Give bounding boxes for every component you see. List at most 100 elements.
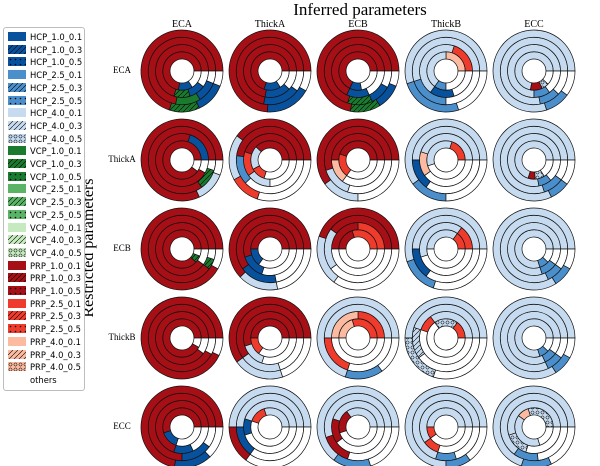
donut-slice: [455, 70, 488, 111]
legend-swatch: [8, 311, 26, 321]
legend-label: VCP_2.5_0.1: [30, 184, 82, 195]
legend-item: VCP_2.5_0.5: [8, 209, 84, 221]
legend-label: HCP_4.0_0.3: [30, 120, 83, 131]
donut-cell: [228, 385, 312, 466]
donut-slice: [204, 426, 224, 458]
legend-item: PRP_2.5_0.1: [8, 298, 84, 310]
legend-label: HCP_4.0_0.5: [30, 133, 83, 144]
donut-slice: [563, 248, 576, 270]
donut-cell: [404, 29, 488, 113]
legend-swatch: [8, 197, 26, 207]
legend-swatch: [8, 82, 26, 92]
donut-slice: [377, 337, 400, 372]
column-label: ECA: [172, 19, 192, 30]
legend-label: VCP_2.5_0.3: [30, 197, 82, 208]
legend-item: PRP_4.0_0.3: [8, 349, 84, 361]
legend-item: VCP_4.0_0.3: [8, 234, 84, 246]
donut-cell: [140, 118, 224, 202]
column-label: ECB: [348, 19, 368, 30]
legend-item: PRP_1.0_0.3: [8, 272, 84, 284]
legend-swatch: [8, 133, 26, 143]
legend-item: VCP_1.0_0.3: [8, 158, 84, 170]
donut-cell: [492, 29, 576, 113]
legend-label: HCP_4.0_0.1: [30, 108, 83, 119]
donut-cell: [404, 296, 488, 380]
donut-cell: [492, 296, 576, 380]
legend-item: HCP_2.5_0.1: [8, 69, 84, 81]
donut-cell: [316, 385, 400, 466]
legend-label: PRP_1.0_0.5: [30, 286, 81, 296]
donut-slice: [435, 451, 457, 462]
legend-item: VCP_1.0_0.5: [8, 171, 84, 183]
donut-slice: [367, 426, 400, 466]
donut-slice: [357, 159, 400, 202]
legend-swatch: [8, 336, 26, 346]
donut-slice: [245, 426, 312, 466]
donut-slice: [388, 70, 400, 87]
column-label: ThickB: [431, 19, 461, 30]
row-label: ECA: [113, 65, 131, 75]
legend-item: PRP_1.0_0.1: [8, 260, 84, 272]
legend-swatch: [8, 57, 26, 67]
legend-swatch: [8, 260, 26, 270]
legend-swatch: [8, 146, 26, 156]
legend-item: PRP_1.0_0.5: [8, 285, 84, 297]
legend-label: VCP_4.0_0.3: [30, 235, 82, 246]
legend-label: VCP_1.0_0.5: [30, 171, 82, 182]
legend-item: HCP_2.5_0.3: [8, 82, 84, 94]
donut-slice: [560, 70, 576, 96]
legend-swatch: [8, 108, 26, 118]
donut-slice: [212, 159, 224, 176]
donut-slice: [547, 426, 576, 465]
legend-label: PRP_2.5_0.3: [30, 311, 81, 322]
legend-swatch: [8, 362, 26, 372]
legend-item: HCP_2.5_0.5: [8, 95, 84, 107]
legend-label: PRP_1.0_0.3: [30, 273, 81, 284]
legend-item: PRP_2.5_0.3: [8, 310, 84, 322]
column-label: ThickA: [254, 19, 286, 30]
legend-item: others: [8, 374, 84, 386]
donut-slice: [445, 159, 488, 202]
legend-swatch: [8, 95, 26, 105]
legend-label: PRP_4.0_0.5: [30, 362, 81, 373]
legend-swatch: [8, 222, 26, 232]
legend-swatch: [8, 349, 26, 359]
donut-slice: [212, 337, 224, 356]
donut-cell: [228, 118, 312, 202]
row-label: ECB: [113, 243, 131, 253]
donut-cell: [140, 385, 224, 466]
legend-item: HCP_4.0_0.1: [8, 107, 84, 119]
donut-cell: [316, 296, 400, 380]
legend-label: HCP_1.0_0.5: [30, 57, 83, 68]
row-label: ThickA: [108, 154, 136, 164]
legend-label: VCP_1.0_0.1: [30, 146, 82, 157]
legend-item: HCP_4.0_0.5: [8, 133, 84, 145]
legend-item: VCP_4.0_0.1: [8, 222, 84, 234]
figure-title: Inferred parameters: [293, 0, 427, 19]
donut-cell: [316, 118, 400, 202]
legend-label: PRP_4.0_0.3: [30, 349, 81, 360]
donut-slice: [140, 385, 224, 466]
legend-label: others: [30, 374, 57, 385]
legend-item: HCP_4.0_0.3: [8, 120, 84, 132]
donut-slice: [432, 248, 488, 291]
legend-swatch: [8, 298, 26, 308]
legend-swatch: [8, 44, 26, 54]
legend-swatch: [8, 32, 26, 41]
legend-swatch: [8, 286, 26, 295]
legend-item: HCP_1.0_0.5: [8, 56, 84, 68]
donut-cell: [492, 118, 576, 202]
donut-cell: [228, 29, 312, 113]
donut-cell: [140, 207, 224, 291]
donut-slice: [279, 337, 312, 378]
legend-swatch: [8, 235, 26, 245]
legend-label: VCP_4.0_0.1: [30, 222, 82, 233]
donut-cell: [316, 207, 400, 291]
donut-slice: [333, 248, 400, 291]
legend-label: HCP_2.5_0.5: [30, 95, 83, 106]
donut-slice: [256, 159, 312, 202]
legend-swatch: [8, 247, 26, 257]
legend-swatch: [8, 324, 26, 334]
legend-label: PRP_4.0_0.1: [30, 336, 81, 347]
